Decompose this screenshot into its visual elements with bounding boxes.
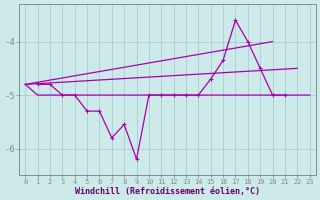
X-axis label: Windchill (Refroidissement éolien,°C): Windchill (Refroidissement éolien,°C) bbox=[75, 187, 260, 196]
